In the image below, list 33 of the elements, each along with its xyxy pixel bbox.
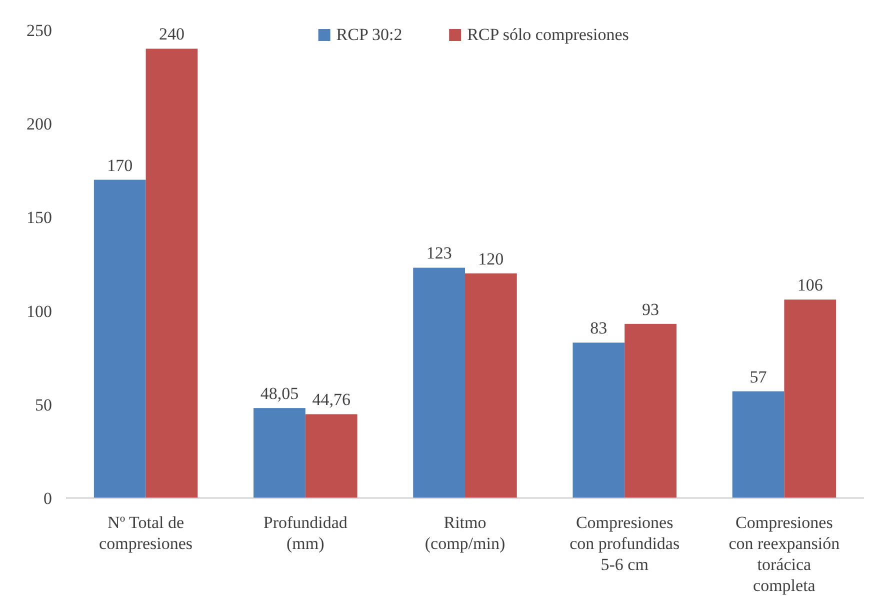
x-tick-label: Nº Total de compresiones xyxy=(99,513,193,553)
data-label: 106 xyxy=(797,276,823,295)
x-tick-label: Profundidad (mm) xyxy=(263,513,348,553)
legend-label: RCP 30:2 xyxy=(336,25,402,44)
legend-label: RCP sólo compresiones xyxy=(467,25,629,44)
y-tick-label: 250 xyxy=(26,20,52,40)
bar xyxy=(413,268,465,498)
data-label: 48,05 xyxy=(260,384,299,404)
x-tick-label: Compresiones con reexpansión torácica completa xyxy=(728,513,840,595)
y-tick-label: 150 xyxy=(26,208,52,228)
data-label: 170 xyxy=(107,156,133,175)
y-tick-label: 0 xyxy=(44,488,52,508)
y-tick-label: 100 xyxy=(26,302,52,321)
bar xyxy=(305,414,358,498)
x-tick-label: Compresiones con profundidas 5-6 cm xyxy=(570,513,680,574)
data-label: 93 xyxy=(642,300,660,319)
bar xyxy=(784,300,836,498)
data-label: 120 xyxy=(478,249,504,268)
data-label: 240 xyxy=(158,24,184,44)
x-tick-label: Ritmo (comp/min) xyxy=(424,513,506,553)
data-label: 44,76 xyxy=(312,390,350,410)
data-label: 57 xyxy=(750,367,768,386)
bar xyxy=(572,342,625,498)
bar xyxy=(732,391,784,498)
y-tick-label: 200 xyxy=(26,114,52,134)
bar xyxy=(465,273,517,498)
data-label: 83 xyxy=(590,318,608,338)
bar xyxy=(254,408,306,498)
bar xyxy=(146,48,198,498)
y-tick-label: 50 xyxy=(35,395,52,414)
data-label: 123 xyxy=(426,244,452,263)
bar xyxy=(94,180,146,498)
bar xyxy=(624,324,676,498)
